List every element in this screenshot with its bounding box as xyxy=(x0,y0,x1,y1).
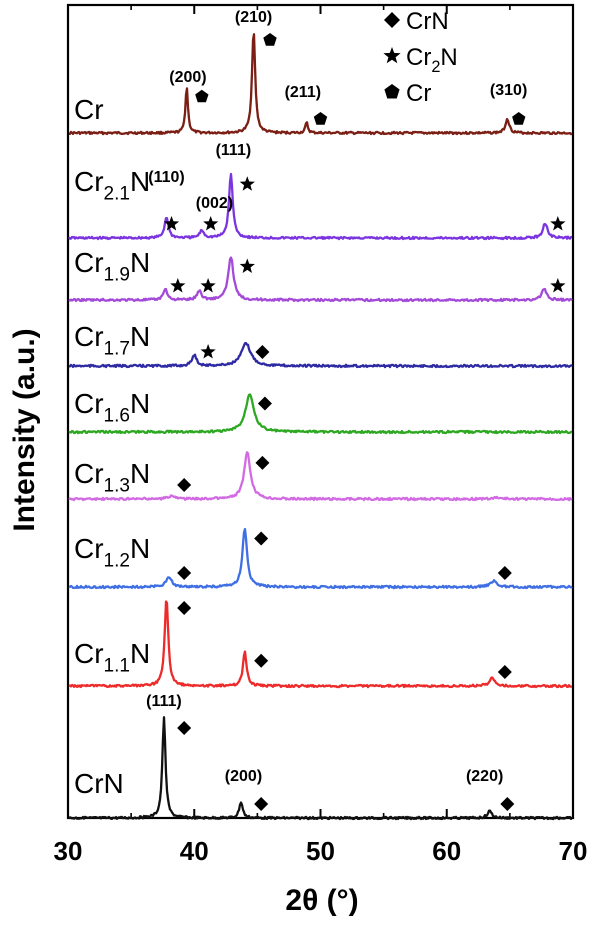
series-label: Cr1.9N xyxy=(74,247,150,285)
star-marker xyxy=(163,216,180,231)
series-7: Cr1.1N xyxy=(68,600,573,689)
star-marker xyxy=(200,278,216,293)
hkl-label: (210) xyxy=(235,9,272,26)
pentagon-marker xyxy=(263,33,277,46)
series-line xyxy=(68,600,573,689)
star-marker xyxy=(239,176,255,191)
hkl-label: (002) xyxy=(196,195,233,212)
hkl-label: (310) xyxy=(490,82,527,99)
diamond-marker xyxy=(255,345,270,359)
series-4: Cr1.6N xyxy=(68,388,573,435)
hkl-label: (200) xyxy=(169,69,206,86)
series-line xyxy=(68,393,573,435)
series-label: Cr2.1N xyxy=(74,166,150,204)
series-label: Cr1.7N xyxy=(74,321,150,359)
star-marker xyxy=(203,216,219,231)
legend-label: CrN xyxy=(406,8,449,35)
star-marker xyxy=(239,258,255,273)
series-5: Cr1.3N xyxy=(68,451,573,502)
diamond-marker xyxy=(255,455,270,470)
star-marker xyxy=(550,278,566,293)
pentagon-marker xyxy=(512,112,526,125)
series-label: Cr1.6N xyxy=(74,388,150,426)
star-marker xyxy=(200,344,216,359)
x-tick-label: 50 xyxy=(306,836,335,866)
hkl-label: (211) xyxy=(285,84,321,101)
legend-diamond-icon xyxy=(384,12,400,28)
legend-star-icon xyxy=(383,47,401,64)
diamond-marker xyxy=(177,721,192,735)
series-6: Cr1.2N xyxy=(68,527,573,590)
series-1: Cr2.1N(110) (002) (111) xyxy=(68,142,573,241)
diamond-marker xyxy=(500,797,515,811)
series-line xyxy=(68,256,573,303)
x-tick-label: 70 xyxy=(559,836,588,866)
y-axis-label: Intensity (a.u.) xyxy=(8,328,41,531)
series-group: Cr (200) (210) (211) (310) Cr2.1N(110) (002) (1… xyxy=(68,9,573,821)
series-label: Cr1.1N xyxy=(74,638,150,676)
diamond-marker xyxy=(177,566,192,580)
legend-label: Cr2N xyxy=(406,44,458,76)
x-tick-label: 60 xyxy=(432,836,461,866)
hkl-label: (111) xyxy=(146,693,182,710)
hkl-label: (110) xyxy=(148,169,184,186)
series-label: CrN xyxy=(74,768,124,799)
pentagon-marker xyxy=(313,112,328,125)
series-line xyxy=(68,33,573,136)
series-line xyxy=(68,451,573,502)
hkl-label: (200) xyxy=(225,768,262,785)
series-2: Cr1.9N xyxy=(68,247,573,303)
legend-pentagon-icon xyxy=(384,84,400,99)
diamond-marker xyxy=(177,601,192,615)
star-marker xyxy=(550,216,566,231)
hkl-label: (111) xyxy=(216,142,252,159)
diamond-marker xyxy=(254,797,269,811)
series-line xyxy=(68,341,573,369)
series-line xyxy=(68,716,573,821)
diamond-marker xyxy=(254,653,269,668)
x-tick-label: 30 xyxy=(54,836,83,866)
x-axis-label: 2θ (°) xyxy=(285,884,358,917)
diamond-marker xyxy=(497,665,512,679)
series-0: Cr (200) (210) (211) (310) xyxy=(68,9,573,136)
series-8: CrN (111) (200) (220) xyxy=(68,693,573,821)
series-label: Cr xyxy=(74,94,104,125)
legend: CrN Cr2N Cr xyxy=(383,8,458,107)
hkl-label: (220) xyxy=(466,768,503,785)
diamond-marker xyxy=(254,531,269,546)
legend-label: Cr xyxy=(406,80,431,107)
pentagon-marker xyxy=(195,89,209,103)
diamond-marker xyxy=(177,478,192,492)
series-line xyxy=(68,527,573,590)
star-marker xyxy=(170,278,186,293)
series-label: Cr1.2N xyxy=(74,533,150,571)
diamond-marker xyxy=(257,396,272,411)
series-line xyxy=(68,172,573,241)
series-label: Cr1.3N xyxy=(74,458,150,496)
x-tick-label: 40 xyxy=(180,836,209,866)
diamond-marker xyxy=(497,566,512,580)
series-3: Cr1.7N xyxy=(68,321,573,369)
